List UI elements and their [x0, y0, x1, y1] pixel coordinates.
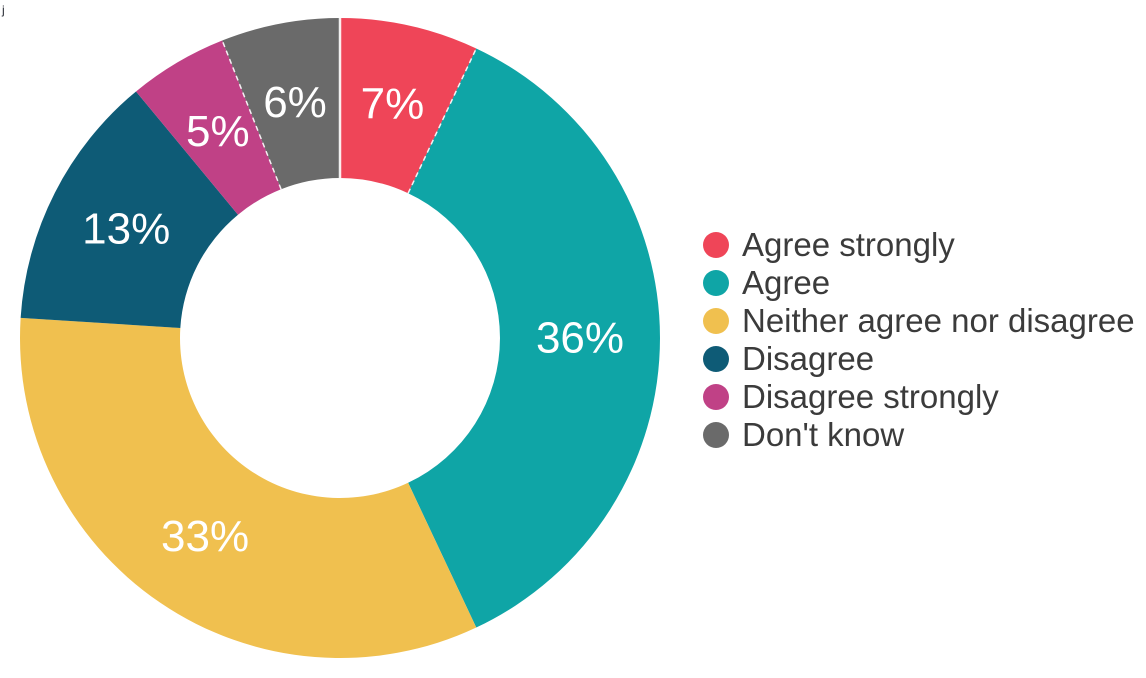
donut-slices	[19, 18, 660, 658]
legend-item-agree: Agree	[703, 264, 1135, 302]
slice-label-don-t-know: 6%	[263, 78, 327, 127]
slice-agree	[408, 48, 660, 628]
chart-legend: Agree strongly Agree Neither agree nor dis…	[703, 226, 1135, 454]
legend-label-agree: Agree	[742, 264, 831, 301]
legend-label-agree-strongly: Agree strongly	[742, 226, 955, 263]
slice-agree-strongly	[340, 18, 477, 194]
legend-dot-agree	[703, 270, 729, 296]
legend-item-agree-strongly: Agree strongly	[703, 226, 1135, 264]
legend-item-disagree: Disagree	[703, 340, 1135, 378]
stray-mark: j	[2, 3, 5, 17]
slice-label-disagree: 13%	[82, 205, 170, 254]
slice-label-disagree-strongly: 5%	[186, 107, 250, 156]
legend-label-don-t-know: Don't know	[742, 416, 905, 453]
legend-dot-disagree-strongly	[703, 384, 729, 410]
slice-neither-agree-nor-disagree	[19, 317, 477, 658]
legend-label-disagree-strongly: Disagree strongly	[742, 378, 999, 415]
donut-chart: 7% 36% 33% 13% 5% 6%	[19, 18, 660, 658]
legend-dot-neither-agree-nor-disagree	[703, 308, 729, 334]
legend-label-disagree: Disagree	[742, 340, 875, 377]
legend-item-don-t-know: Don't know	[703, 416, 1135, 454]
legend-item-neither-agree-nor-disagree: Neither agree nor disagree	[703, 302, 1135, 340]
slice-separators	[221, 18, 477, 194]
legend-dot-disagree	[703, 346, 729, 372]
slice-disagree-strongly	[136, 40, 282, 215]
slice-labels: 7% 36% 33% 13% 5% 6%	[82, 78, 624, 561]
slice-label-agree-strongly: 7%	[361, 79, 425, 128]
legend-dot-agree-strongly	[703, 232, 729, 258]
legend-item-disagree-strongly: Disagree strongly	[703, 378, 1135, 416]
slice-label-agree: 36%	[536, 314, 624, 363]
slice-label-neither-agree-nor-disagree: 33%	[161, 512, 249, 561]
slice-don-t-know	[222, 18, 340, 190]
legend-dot-don-t-know	[703, 422, 729, 448]
slice-disagree	[20, 91, 239, 328]
legend-label-neither-agree-nor-disagree: Neither agree nor disagree	[742, 302, 1135, 339]
